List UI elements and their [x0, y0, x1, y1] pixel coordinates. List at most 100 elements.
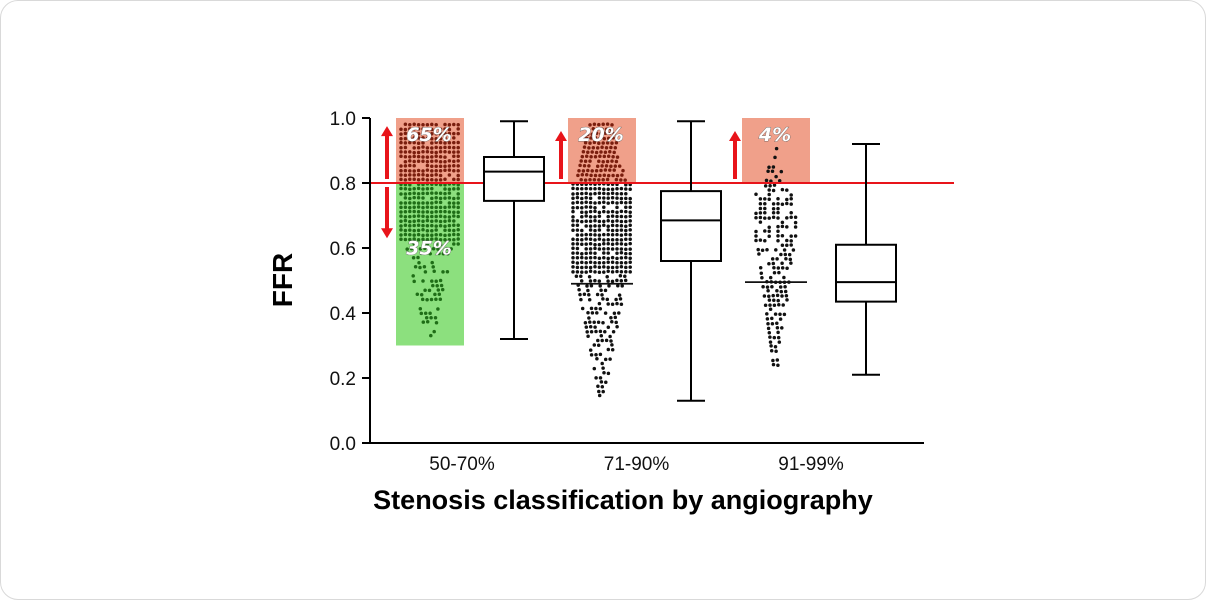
data-point: [403, 223, 408, 228]
data-point: [597, 159, 601, 163]
data-point: [588, 187, 593, 191]
data-point: [571, 265, 575, 269]
data-point: [584, 232, 588, 237]
data-point: [580, 255, 584, 260]
data-point: [580, 228, 584, 233]
arrow-down-50-70-head: [381, 228, 393, 239]
data-point: [593, 242, 597, 247]
data-point: [595, 146, 600, 150]
data-point: [430, 177, 434, 182]
data-point: [438, 132, 443, 136]
data-point: [447, 150, 452, 154]
data-point: [423, 246, 427, 251]
data-point: [611, 136, 615, 140]
data-point: [597, 186, 602, 191]
data-point: [785, 243, 789, 247]
data-point: [606, 238, 610, 242]
data-point: [408, 131, 412, 136]
data-point: [586, 132, 590, 136]
data-point: [593, 186, 597, 191]
data-point: [430, 159, 434, 163]
data-point: [571, 196, 575, 200]
data-point: [399, 201, 403, 205]
data-point: [580, 210, 584, 214]
data-point: [408, 228, 412, 232]
data-point: [581, 150, 586, 154]
data-point: [597, 233, 602, 237]
data-point: [411, 274, 415, 278]
data-point: [436, 247, 440, 251]
data-point: [399, 140, 403, 145]
data-point: [582, 164, 587, 168]
data-point: [452, 219, 456, 223]
data-point: [421, 122, 425, 127]
data-point: [418, 265, 422, 270]
data-point: [425, 233, 430, 237]
data-point: [593, 270, 597, 274]
data-point: [619, 224, 624, 228]
data-point: [412, 177, 416, 181]
data-point: [617, 164, 622, 168]
data-point: [577, 169, 581, 173]
data-point: [785, 266, 789, 271]
data-point: [624, 215, 628, 219]
data-point: [443, 155, 447, 159]
data-point: [571, 219, 575, 223]
y-tick-label: 0.6: [330, 239, 356, 260]
data-point: [456, 223, 460, 227]
data-point: [768, 303, 772, 307]
data-point: [399, 233, 403, 237]
data-point: [586, 150, 590, 155]
data-point: [425, 228, 430, 233]
data-point: [592, 177, 597, 182]
data-point: [431, 283, 435, 288]
data-point: [766, 321, 770, 326]
data-point: [434, 136, 438, 141]
data-point: [763, 229, 767, 233]
data-point: [447, 201, 452, 205]
data-point: [628, 237, 632, 242]
box-iqr: [835, 243, 897, 303]
data-point: [430, 210, 434, 214]
data-point: [403, 159, 408, 164]
data-point: [767, 262, 771, 266]
data-point: [609, 127, 613, 131]
data-point: [584, 136, 589, 140]
data-point: [408, 224, 412, 228]
data-point: [789, 261, 793, 265]
data-point: [619, 256, 624, 260]
data-point: [580, 233, 584, 237]
data-point: [772, 335, 777, 340]
data-point: [624, 261, 628, 265]
data-point: [779, 169, 784, 174]
data-point: [443, 150, 447, 154]
data-point: [619, 209, 624, 214]
data-point: [610, 196, 615, 200]
data-point: [423, 288, 427, 293]
data-point: [619, 178, 623, 182]
data-point: [784, 293, 789, 298]
data-point: [456, 214, 460, 219]
data-point: [412, 237, 416, 241]
data-point: [760, 276, 764, 280]
data-point: [421, 237, 425, 241]
data-point: [588, 205, 593, 209]
data-point: [425, 297, 429, 302]
data-point: [584, 214, 588, 218]
data-point: [776, 234, 780, 238]
data-point: [580, 205, 584, 210]
data-point: [598, 352, 603, 357]
data-point: [588, 215, 593, 219]
data-point: [767, 197, 771, 202]
data-point: [436, 307, 440, 311]
data-point: [595, 356, 599, 361]
data-point: [606, 173, 611, 178]
data-point: [575, 246, 580, 251]
data-point: [589, 173, 593, 178]
data-point: [571, 228, 575, 232]
data-point: [605, 141, 610, 145]
data-point: [399, 205, 403, 210]
data-point: [606, 241, 610, 246]
data-point: [416, 228, 421, 233]
data-point: [593, 201, 597, 205]
